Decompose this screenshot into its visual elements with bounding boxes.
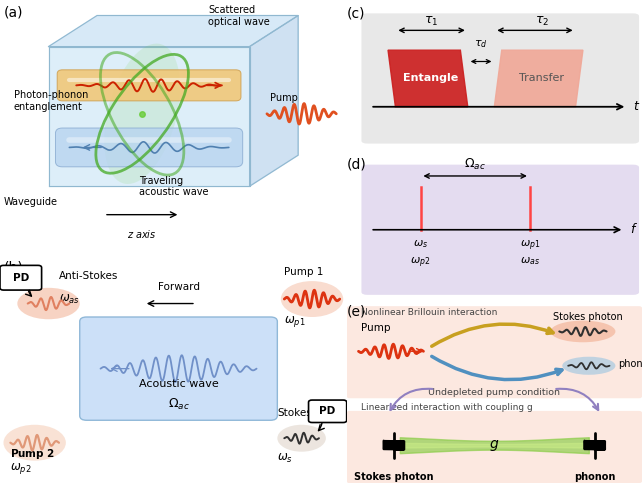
Text: $\omega_s$: $\omega_s$: [413, 238, 428, 250]
Text: $\tau_2$: $\tau_2$: [535, 15, 549, 28]
FancyBboxPatch shape: [80, 317, 277, 420]
Text: Stokes photon: Stokes photon: [354, 472, 434, 482]
Text: phonon: phonon: [618, 359, 642, 369]
Text: phonon: phonon: [574, 472, 616, 482]
Ellipse shape: [277, 425, 326, 452]
Text: (c): (c): [347, 6, 365, 20]
Ellipse shape: [104, 43, 180, 184]
Text: Waveguide: Waveguide: [3, 197, 58, 206]
Polygon shape: [250, 16, 298, 186]
Text: Stokes photon: Stokes photon: [553, 312, 623, 322]
Text: $\omega_s$: $\omega_s$: [277, 452, 293, 465]
Text: Nonlinear Brillouin interaction: Nonlinear Brillouin interaction: [361, 308, 498, 317]
Text: Acoustic wave: Acoustic wave: [139, 379, 218, 389]
Polygon shape: [49, 46, 250, 186]
Ellipse shape: [562, 357, 616, 375]
Text: Pump: Pump: [361, 323, 391, 333]
Text: $\mathbf{Pump\ 2}$: $\mathbf{Pump\ 2}$: [10, 447, 55, 461]
FancyBboxPatch shape: [361, 13, 639, 143]
Text: $\omega_{p2}$: $\omega_{p2}$: [410, 255, 431, 270]
Ellipse shape: [281, 281, 343, 317]
Ellipse shape: [550, 321, 616, 342]
Text: (e): (e): [347, 305, 366, 318]
Text: Undepleted pump condition: Undepleted pump condition: [428, 388, 560, 397]
Text: PD: PD: [13, 273, 29, 283]
Text: Photon-phonon
entanglement: Photon-phonon entanglement: [14, 90, 88, 112]
Text: $\omega_{as}$: $\omega_{as}$: [59, 292, 80, 305]
Text: Scattered
optical wave: Scattered optical wave: [208, 5, 270, 27]
Text: Anti-Stokes: Anti-Stokes: [59, 271, 118, 281]
Ellipse shape: [3, 425, 66, 461]
Text: Linearized interaction with coupling g: Linearized interaction with coupling g: [361, 403, 534, 412]
Text: Pump: Pump: [270, 93, 299, 103]
Text: $\Omega_{ac}$: $\Omega_{ac}$: [464, 157, 486, 172]
Text: Traveling
acoustic wave: Traveling acoustic wave: [139, 176, 208, 198]
Text: $\tau_1$: $\tau_1$: [424, 15, 438, 28]
FancyBboxPatch shape: [309, 400, 347, 423]
Polygon shape: [388, 50, 468, 107]
Text: f: f: [630, 223, 634, 236]
FancyBboxPatch shape: [361, 164, 639, 295]
Text: PD: PD: [320, 407, 336, 416]
FancyBboxPatch shape: [347, 306, 642, 398]
Text: $\Omega_{ac}$: $\Omega_{ac}$: [168, 397, 189, 412]
Text: $z$ axis: $z$ axis: [127, 227, 157, 240]
Text: Stokes: Stokes: [277, 408, 312, 418]
Text: Entangle: Entangle: [403, 74, 458, 83]
FancyBboxPatch shape: [57, 70, 241, 101]
Ellipse shape: [17, 288, 80, 319]
Text: Forward: Forward: [157, 283, 200, 292]
Text: $\omega_{as}$: $\omega_{as}$: [520, 255, 540, 267]
Text: $\omega_{p1}$: $\omega_{p1}$: [519, 238, 540, 253]
Text: $\omega_{p1}$: $\omega_{p1}$: [284, 314, 306, 329]
Text: (a): (a): [3, 5, 23, 19]
FancyBboxPatch shape: [0, 265, 42, 290]
Text: $t$: $t$: [633, 100, 641, 113]
Text: $\tau_d$: $\tau_d$: [474, 39, 488, 50]
Polygon shape: [494, 50, 583, 107]
Text: (d): (d): [347, 158, 367, 172]
Polygon shape: [49, 16, 298, 46]
FancyBboxPatch shape: [347, 411, 642, 483]
FancyBboxPatch shape: [55, 128, 243, 167]
Text: (b): (b): [3, 261, 23, 275]
Text: $\omega_{p2}$: $\omega_{p2}$: [10, 461, 32, 476]
Text: Transfer: Transfer: [519, 74, 564, 83]
Text: Pump 1: Pump 1: [284, 266, 324, 277]
Text: $g$: $g$: [489, 438, 499, 453]
